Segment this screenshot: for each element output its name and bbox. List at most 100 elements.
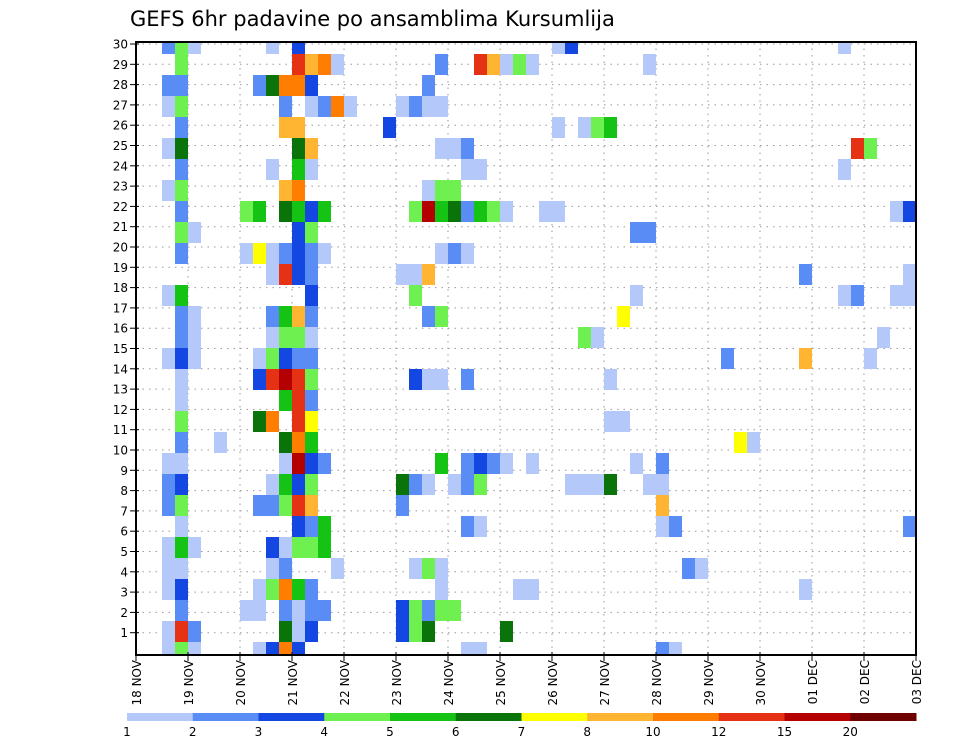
y-tick-label: 29: [113, 58, 128, 72]
heatmap-cell: [461, 243, 474, 264]
heatmap-cell: [409, 285, 422, 306]
y-tick-label: 23: [113, 180, 128, 194]
heatmap-cell: [838, 285, 851, 306]
heatmap-cell: [162, 348, 175, 369]
heatmap-cell: [279, 306, 292, 327]
heatmap-cell: [552, 201, 565, 222]
heatmap-cell: [266, 411, 279, 432]
heatmap-cell: [630, 453, 643, 474]
heatmap-cell: [214, 432, 227, 453]
heatmap-cell: [266, 75, 279, 96]
heatmap-cell: [279, 96, 292, 117]
legend-swatch: [718, 713, 785, 721]
heatmap-cell: [175, 54, 188, 75]
heatmap-cell: [396, 621, 409, 642]
heatmap-cell: [604, 117, 617, 138]
heatmap-cell: [188, 327, 201, 348]
heatmap-cell: [435, 600, 448, 621]
y-tick-label: 3: [120, 586, 128, 600]
heatmap-cell: [175, 159, 188, 180]
heatmap-cell: [331, 54, 344, 75]
heatmap-cell: [318, 201, 331, 222]
heatmap-cell: [266, 159, 279, 180]
y-tick-label: 22: [113, 200, 128, 214]
heatmap-cell: [448, 180, 461, 201]
heatmap-cell: [318, 600, 331, 621]
heatmap-cell: [279, 474, 292, 495]
heatmap-cell: [682, 558, 695, 579]
heatmap-cell: [292, 75, 305, 96]
heatmap-cell: [305, 285, 318, 306]
heatmap-cell: [188, 642, 201, 654]
heatmap-cell: [630, 285, 643, 306]
x-tick-label: 28 NOV: [650, 659, 664, 705]
heatmap-cell: [279, 621, 292, 642]
heatmap-cell: [175, 180, 188, 201]
heatmap-cell: [422, 75, 435, 96]
y-tick-label: 26: [113, 119, 128, 133]
heatmap-cell: [253, 348, 266, 369]
heatmap-cell: [305, 537, 318, 558]
heatmap-cell: [604, 369, 617, 390]
heatmap-cell: [162, 75, 175, 96]
heatmap-cell: [435, 96, 448, 117]
heatmap-cell: [591, 327, 604, 348]
heatmap-cell: [318, 243, 331, 264]
heatmap-cell: [734, 432, 747, 453]
heatmap-cell: [903, 264, 916, 285]
heatmap-cell: [422, 264, 435, 285]
heatmap-cell: [448, 600, 461, 621]
heatmap-cell: [721, 348, 734, 369]
x-tick-label: 02 DEC: [858, 660, 872, 704]
heatmap-cell: [409, 600, 422, 621]
legend-swatch: [390, 713, 457, 721]
y-tick-label: 14: [113, 362, 128, 376]
heatmap-cell: [292, 474, 305, 495]
heatmap-cell: [591, 474, 604, 495]
heatmap-cell: [292, 43, 305, 54]
heatmap-cell: [292, 537, 305, 558]
legend-label: 20: [843, 725, 858, 739]
heatmap-cell: [305, 201, 318, 222]
heatmap-cell: [422, 96, 435, 117]
x-tick-label: 29 NOV: [702, 659, 716, 705]
heatmap-cell: [318, 516, 331, 537]
heatmap-cell: [279, 348, 292, 369]
heatmap-cell: [253, 495, 266, 516]
heatmap-cells: [162, 43, 916, 654]
heatmap-cell: [279, 432, 292, 453]
heatmap-cell: [747, 432, 760, 453]
heatmap-cell: [656, 495, 669, 516]
heatmap-cell: [396, 264, 409, 285]
x-tick-label: 01 DEC: [806, 660, 820, 704]
heatmap-cell: [435, 180, 448, 201]
heatmap-cell: [851, 138, 864, 159]
heatmap-cell: [279, 201, 292, 222]
heatmap-cell: [305, 54, 318, 75]
heatmap-cell: [292, 579, 305, 600]
heatmap-cell: [266, 558, 279, 579]
y-tick-label: 24: [113, 159, 128, 173]
heatmap-cell: [175, 537, 188, 558]
x-tick-label: 18 NOV: [130, 659, 144, 705]
heatmap-cell: [422, 201, 435, 222]
heatmap-cell: [175, 327, 188, 348]
heatmap-cell: [175, 243, 188, 264]
heatmap-cell: [175, 474, 188, 495]
heatmap-cell: [305, 516, 318, 537]
heatmap-cell: [487, 54, 500, 75]
heatmap-cell: [565, 474, 578, 495]
heatmap-cell: [318, 96, 331, 117]
legend-label: 2: [189, 725, 197, 739]
heatmap-cell: [279, 369, 292, 390]
heatmap-cell: [578, 117, 591, 138]
heatmap-cell: [292, 138, 305, 159]
heatmap-cell: [305, 327, 318, 348]
heatmap-cell: [383, 117, 396, 138]
heatmap-cell: [409, 96, 422, 117]
heatmap-cell: [162, 579, 175, 600]
y-tick-label: 27: [113, 98, 128, 112]
heatmap-cell: [266, 327, 279, 348]
heatmap-cell: [422, 180, 435, 201]
